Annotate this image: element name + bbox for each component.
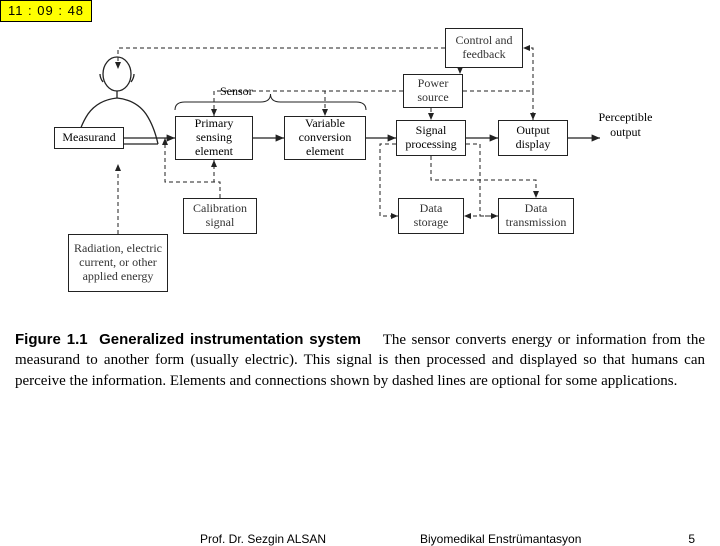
node-output-display: Output display bbox=[498, 120, 568, 156]
label-sensor: Sensor bbox=[220, 84, 253, 99]
figure-title: Generalized instrumentation system bbox=[99, 331, 361, 348]
node-control-feedback: Control and feedback bbox=[445, 28, 523, 68]
footer-page-number: 5 bbox=[688, 532, 695, 546]
node-data-storage: Data storage bbox=[398, 198, 464, 234]
node-data-transmission: Data transmission bbox=[498, 198, 574, 234]
diagram-canvas: Measurand Primary sensing element Variab… bbox=[0, 24, 720, 324]
footer-author: Prof. Dr. Sezgin ALSAN bbox=[200, 532, 326, 546]
node-variable-conversion: Variable conversion element bbox=[284, 116, 366, 160]
figure-number: Figure 1.1 bbox=[15, 331, 88, 348]
node-primary-sensing: Primary sensing element bbox=[175, 116, 253, 160]
node-signal-processing: Signal processing bbox=[396, 120, 466, 156]
figure-caption: Figure 1.1 Generalized instrumentation s… bbox=[15, 330, 705, 391]
footer-course: Biyomedikal Enstrümantasyon bbox=[420, 532, 581, 546]
node-calibration-signal: Calibration signal bbox=[183, 198, 257, 234]
node-power-source: Power source bbox=[403, 74, 463, 108]
node-measurand: Measurand bbox=[54, 127, 124, 149]
timestamp-badge: 11 : 09 : 48 bbox=[0, 0, 92, 22]
label-perceptible-output: Perceptible output bbox=[588, 110, 663, 140]
node-radiation-energy: Radiation, electric current, or other ap… bbox=[68, 234, 168, 292]
